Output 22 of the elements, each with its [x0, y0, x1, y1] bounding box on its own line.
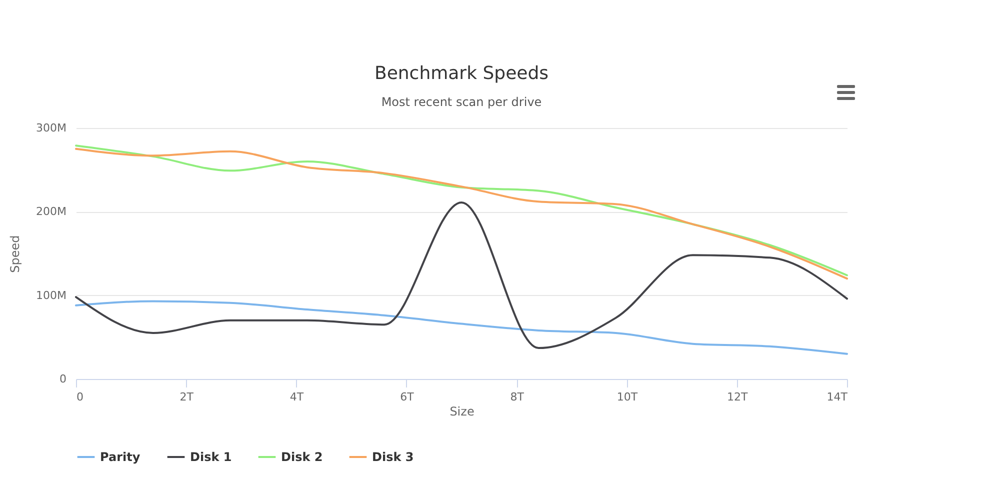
- x-axis-title: Size: [450, 404, 474, 418]
- y-tick-label: 100M: [36, 288, 66, 302]
- y-tick-label: 200M: [36, 205, 66, 218]
- chart-title: Benchmark Speeds: [374, 63, 549, 84]
- x-tick-label: 12T: [727, 390, 748, 404]
- y-axis-title: Speed: [8, 235, 22, 273]
- x-tick-label: 8T: [510, 390, 524, 404]
- chart-subtitle: Most recent scan per drive: [381, 95, 542, 109]
- line-series: [75, 300, 848, 355]
- x-tick-label: 2T: [180, 390, 194, 404]
- legend-label: Disk 3: [372, 450, 414, 464]
- y-tick-label: 0: [60, 372, 66, 386]
- x-tick-label: 0: [76, 390, 84, 404]
- legend-label: Disk 2: [281, 450, 323, 464]
- legend-label: Parity: [100, 450, 140, 464]
- y-tick-label: 300M: [36, 122, 66, 134]
- x-tick-label: 6T: [400, 390, 414, 404]
- line-series: [75, 201, 848, 350]
- x-tick-label: 14T: [826, 390, 848, 404]
- legend-label: Disk 1: [190, 450, 232, 464]
- x-tick-label: 4T: [290, 390, 304, 404]
- x-tick-label: 10T: [616, 390, 638, 404]
